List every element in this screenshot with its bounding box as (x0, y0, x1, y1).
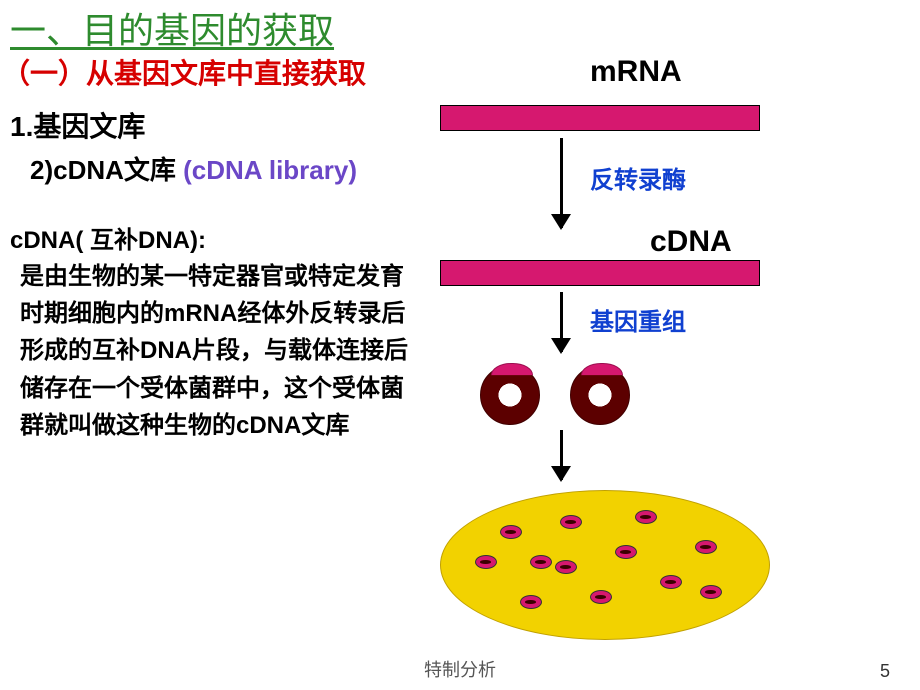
mrna-bar (440, 105, 760, 131)
arrow-1 (560, 138, 563, 228)
colony-dot (555, 560, 577, 574)
enzyme-label-1: 反转录酶 (590, 160, 686, 195)
colony-dot (500, 525, 522, 539)
arrow-3 (560, 430, 563, 480)
cdna-label: cDNA (650, 225, 732, 259)
main-title: 一、目的基因的获取 (10, 2, 334, 54)
colony-dot (615, 545, 637, 559)
heading-2: 2)cDNA文库 (cDNA library) (30, 150, 357, 187)
definition-body: 是由生物的某一特定器官或特定发育时期细胞内的mRNA经体外反转录后形成的互补DN… (20, 258, 420, 444)
plasmid-icon (480, 365, 540, 425)
title-text: 一、目的基因的获取 (10, 11, 334, 51)
cdna-bar (440, 260, 760, 286)
page-number: 5 (880, 661, 890, 682)
mrna-label: mRNA (590, 55, 682, 89)
colony-dot (700, 585, 722, 599)
plasmid-icon (570, 365, 630, 425)
enzyme-label-2: 基因重组 (590, 302, 686, 337)
footer-text: 特制分析 (0, 656, 920, 682)
arrow-2 (560, 292, 563, 352)
colony-dot (660, 575, 682, 589)
heading-1: 1.基因文库 (10, 105, 145, 145)
slide: 一、目的基因的获取 （一）从基因文库中直接获取 1.基因文库 2)cDNA文库 … (0, 0, 920, 690)
colony-dot (560, 515, 582, 529)
definition-label: cDNA( 互补DNA): (10, 220, 206, 255)
colony-dot (520, 595, 542, 609)
colony-dot (475, 555, 497, 569)
colony-dot (695, 540, 717, 554)
subtitle: （一）从基因文库中直接获取 (2, 52, 366, 92)
colony-dot (590, 590, 612, 604)
heading-2-paren: (cDNA library) (183, 155, 357, 185)
colony-dot (530, 555, 552, 569)
heading-2-main: 2)cDNA文库 (30, 155, 183, 185)
colony-dot (635, 510, 657, 524)
